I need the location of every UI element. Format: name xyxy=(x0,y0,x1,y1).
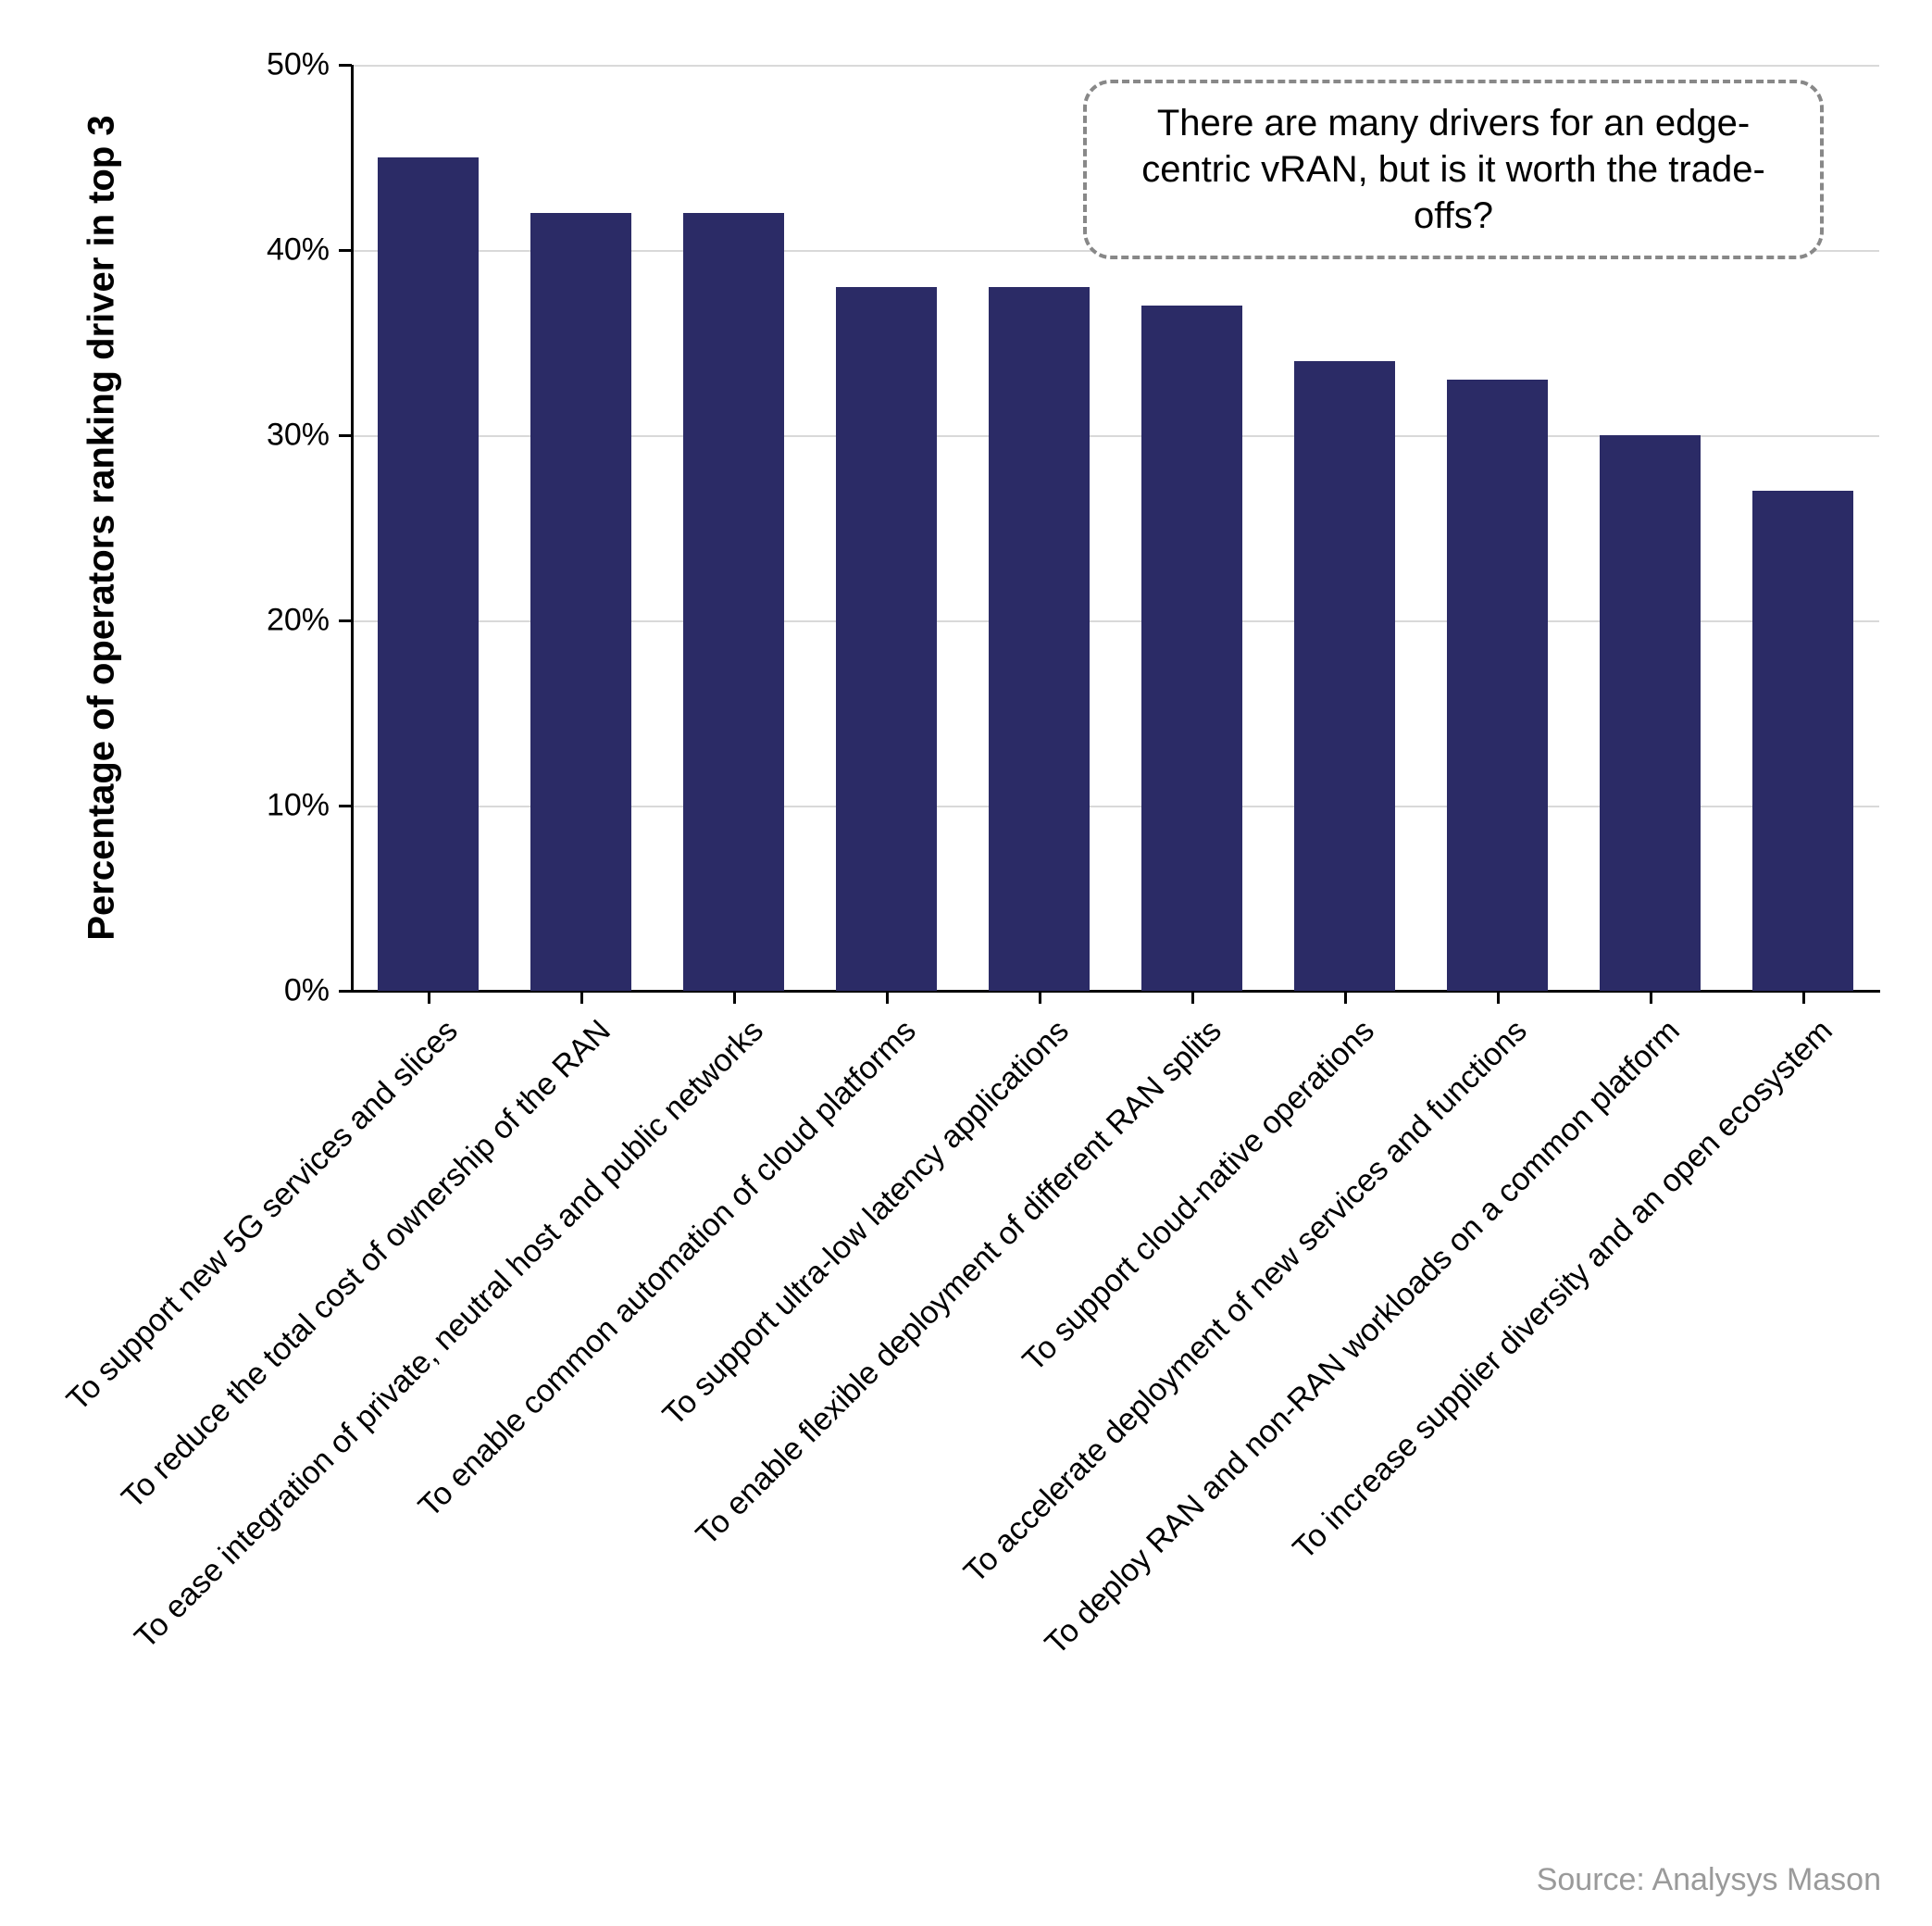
callout-bubble: There are many drivers for an edge-centr… xyxy=(1083,80,1824,259)
bar xyxy=(836,287,937,991)
source-attribution: Source: Analysys Mason xyxy=(1537,1862,1881,1898)
x-tick xyxy=(428,991,430,1004)
y-tick xyxy=(339,805,352,807)
bar xyxy=(378,157,479,991)
x-tick xyxy=(580,991,583,1004)
bar xyxy=(989,287,1090,991)
grid-line xyxy=(352,65,1879,67)
x-tick xyxy=(733,991,736,1004)
y-tick-label: 30% xyxy=(191,418,330,454)
x-tick xyxy=(1344,991,1347,1004)
bar xyxy=(683,213,784,991)
x-tick xyxy=(886,991,889,1004)
bar xyxy=(1141,306,1242,991)
y-tick xyxy=(339,249,352,252)
bar xyxy=(1447,380,1548,991)
x-tick xyxy=(1650,991,1652,1004)
y-tick-label: 10% xyxy=(191,788,330,824)
y-tick xyxy=(339,990,352,993)
y-tick-label: 0% xyxy=(191,973,330,1009)
y-tick xyxy=(339,64,352,67)
y-tick-label: 50% xyxy=(191,47,330,83)
y-tick xyxy=(339,619,352,622)
x-tick xyxy=(1497,991,1500,1004)
x-tick xyxy=(1191,991,1194,1004)
x-tick xyxy=(1039,991,1041,1004)
bar xyxy=(1600,435,1701,991)
bar xyxy=(1752,491,1853,991)
y-axis-line xyxy=(351,65,354,991)
x-tick xyxy=(1802,991,1805,1004)
bar xyxy=(530,213,631,991)
y-tick xyxy=(339,434,352,437)
callout-text: There are many drivers for an edge-centr… xyxy=(1141,103,1765,236)
y-tick-label: 20% xyxy=(191,603,330,639)
chart-page: 0%10%20%30%40%50%To support new 5G servi… xyxy=(0,0,1932,1926)
bar xyxy=(1294,361,1395,991)
y-axis-title: Percentage of operators ranking driver i… xyxy=(81,115,123,940)
y-tick-label: 40% xyxy=(191,232,330,269)
